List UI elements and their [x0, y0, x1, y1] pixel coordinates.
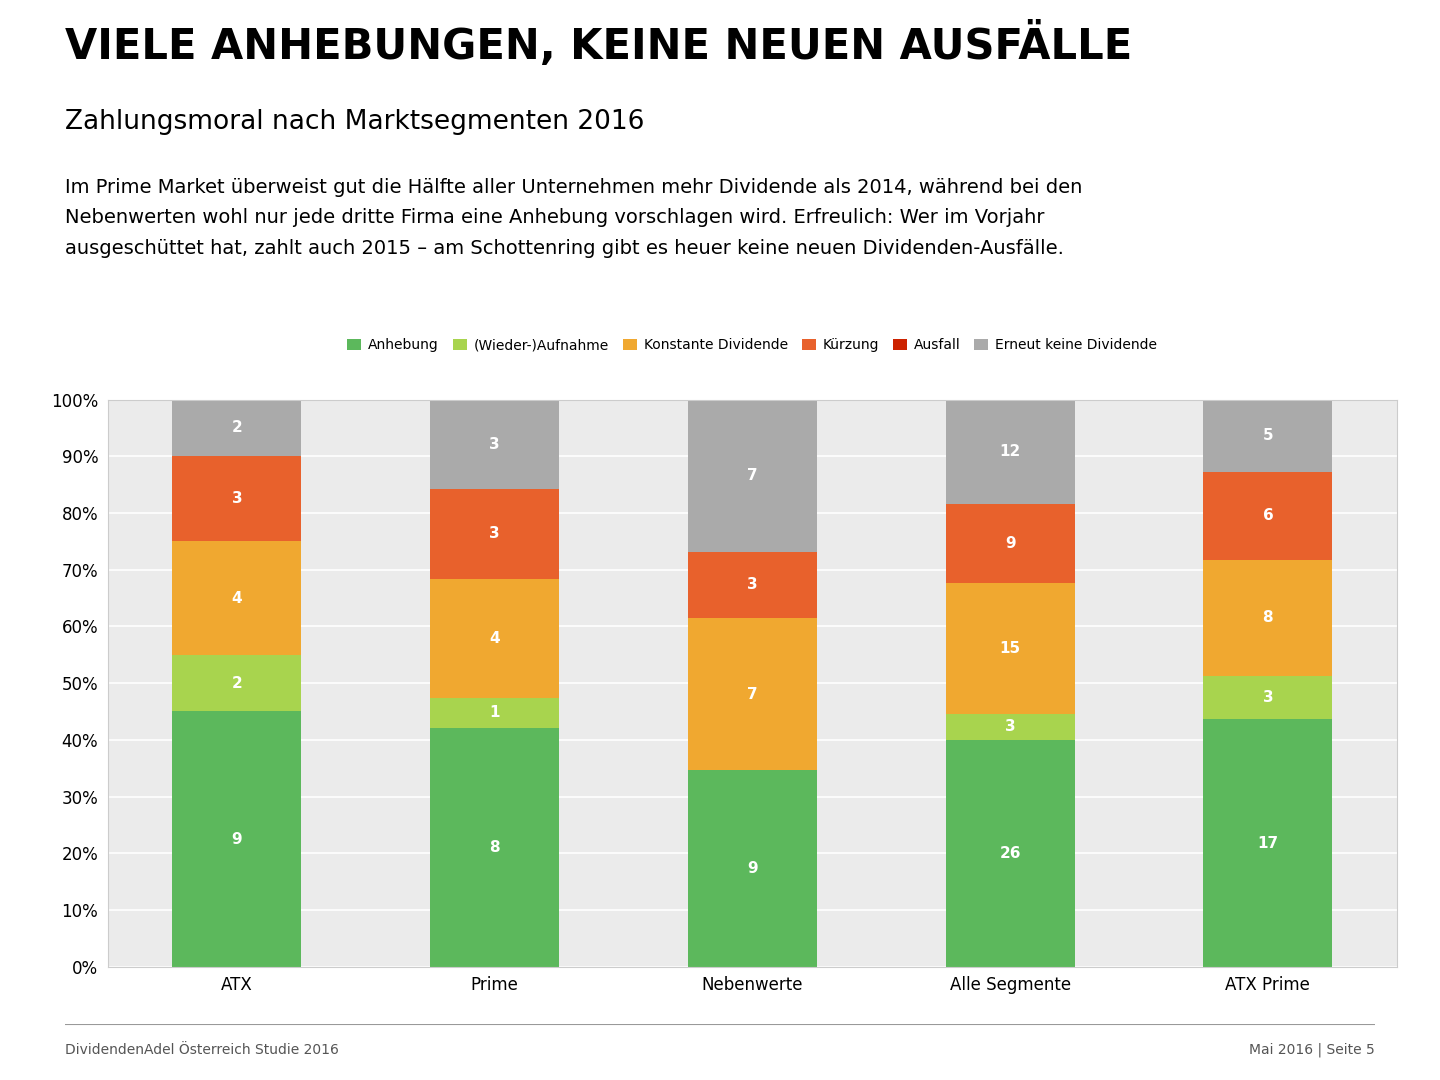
Text: DividendenAdel Österreich Studie 2016: DividendenAdel Österreich Studie 2016 [65, 1043, 338, 1056]
Bar [173, 712, 301, 967]
Bar [1204, 559, 1332, 676]
Bar [173, 400, 301, 456]
Text: 3: 3 [490, 526, 500, 541]
Legend: Anhebung, (Wieder-)Aufnahme, Konstante Dividende, Kürzung, Ausfall, Erneut keine: Anhebung, (Wieder-)Aufnahme, Konstante D… [341, 333, 1164, 357]
Text: Zahlungsmoral nach Marktsegmenten 2016: Zahlungsmoral nach Marktsegmenten 2016 [65, 109, 644, 135]
Text: 3: 3 [232, 491, 242, 507]
Text: 9: 9 [1005, 536, 1015, 551]
Text: 3: 3 [747, 578, 757, 593]
Text: 4: 4 [232, 591, 242, 606]
Text: 8: 8 [490, 840, 500, 854]
Text: 3: 3 [1005, 719, 1015, 734]
Bar [688, 770, 816, 967]
Text: 2: 2 [232, 676, 242, 690]
Text: 4: 4 [490, 631, 500, 646]
Text: 3: 3 [490, 437, 500, 451]
Bar [431, 579, 559, 698]
Bar [173, 541, 301, 654]
Text: 9: 9 [232, 832, 242, 847]
Bar [688, 400, 816, 552]
Text: 1: 1 [490, 705, 500, 720]
Bar [173, 654, 301, 712]
Text: 15: 15 [999, 640, 1021, 656]
Text: 8: 8 [1263, 610, 1273, 625]
Bar [688, 618, 816, 770]
Text: 9: 9 [747, 861, 757, 876]
Bar [431, 400, 559, 489]
Bar [946, 583, 1074, 714]
Bar [431, 489, 559, 579]
Text: VIELE ANHEBUNGEN, KEINE NEUEN AUSFÄLLE: VIELE ANHEBUNGEN, KEINE NEUEN AUSFÄLLE [65, 22, 1132, 68]
Text: 6: 6 [1263, 509, 1273, 524]
Bar [1204, 676, 1332, 719]
Text: 7: 7 [747, 687, 757, 702]
Bar [431, 698, 559, 728]
Bar [1204, 400, 1332, 472]
Bar [1204, 719, 1332, 967]
Bar [946, 714, 1074, 740]
Text: Mai 2016 | Seite 5: Mai 2016 | Seite 5 [1250, 1042, 1375, 1057]
Text: 7: 7 [747, 469, 757, 484]
Text: 5: 5 [1263, 429, 1273, 444]
Bar [946, 504, 1074, 583]
Bar [946, 400, 1074, 504]
Text: Im Prime Market überweist gut die Hälfte aller Unternehmen mehr Dividende als 20: Im Prime Market überweist gut die Hälfte… [65, 178, 1083, 258]
Text: 2: 2 [232, 420, 242, 435]
Bar [946, 740, 1074, 967]
Bar [1204, 472, 1332, 559]
Bar [431, 728, 559, 967]
Text: 17: 17 [1257, 836, 1279, 851]
Bar [688, 552, 816, 618]
Text: 12: 12 [999, 445, 1021, 459]
Bar [173, 456, 301, 541]
Text: 26: 26 [999, 846, 1021, 861]
Text: 3: 3 [1263, 690, 1273, 705]
